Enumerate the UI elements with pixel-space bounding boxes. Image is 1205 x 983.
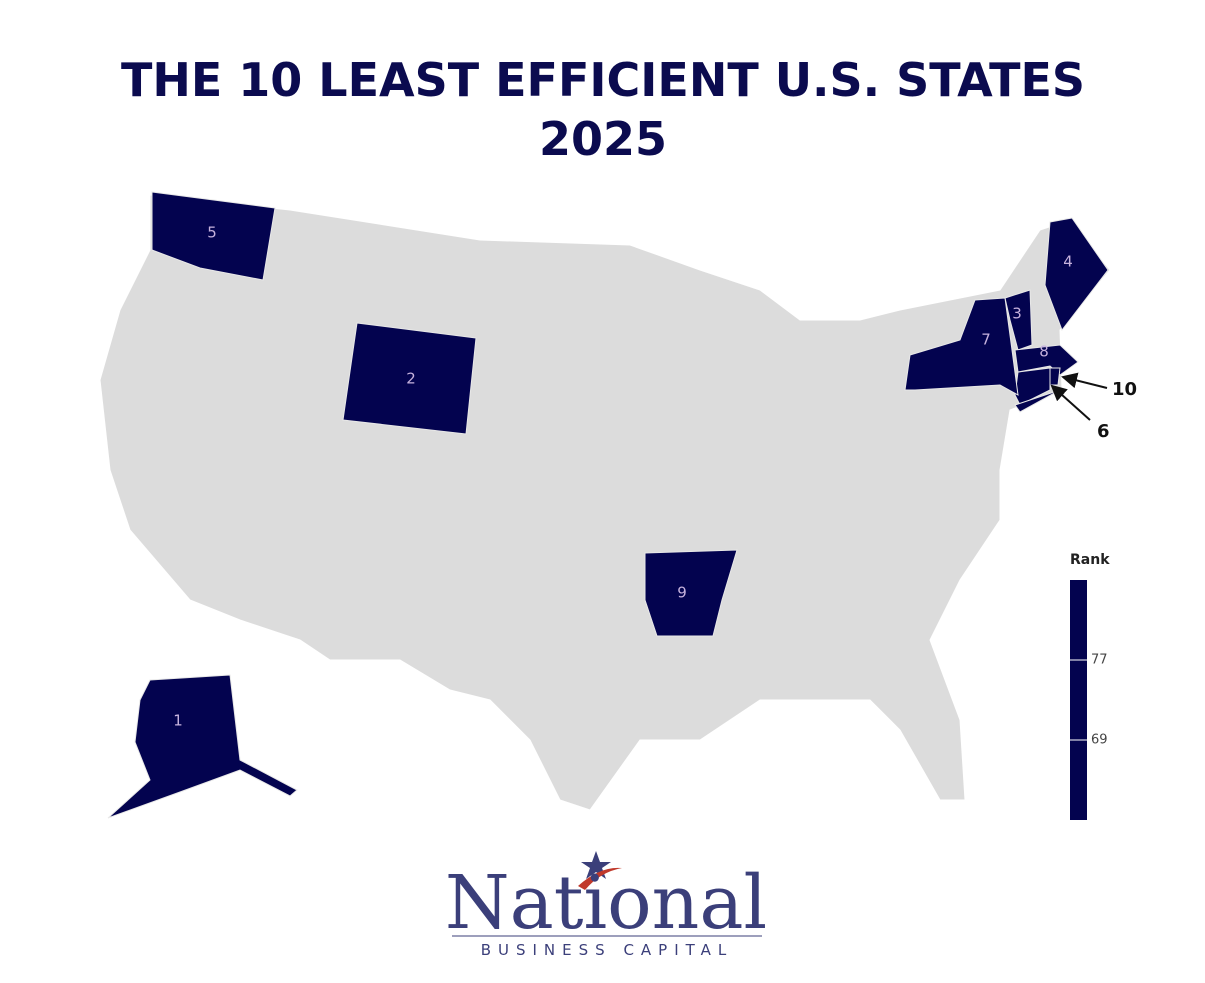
state-ak <box>107 674 298 819</box>
logo-swoosh <box>578 867 622 890</box>
state-ri <box>1049 367 1061 386</box>
logo-name: National <box>445 860 767 946</box>
title-line: 2025 <box>539 112 667 166</box>
callout-label: 10 <box>1112 379 1137 400</box>
state-ny-island <box>1014 389 1061 413</box>
rank-label: 9 <box>677 584 687 602</box>
legend-tick-label: 77 <box>1091 653 1108 668</box>
legend-bar <box>1070 580 1087 820</box>
state-ny <box>904 297 1019 396</box>
legend: 77 69 <box>1070 580 1108 820</box>
legend-tick-label: 69 <box>1091 733 1108 748</box>
rank-label: 3 <box>1012 305 1022 323</box>
state-me <box>1044 217 1109 332</box>
us-map <box>99 194 1111 811</box>
state-ma <box>1014 344 1079 376</box>
legend-title: Rank <box>1070 552 1110 568</box>
rank-label: 7 <box>981 331 991 349</box>
rank-label: 5 <box>207 224 217 242</box>
logo-star <box>581 851 611 879</box>
rank-label: 4 <box>1063 253 1073 271</box>
logo-tagline: BUSINESS CAPITAL <box>481 941 734 959</box>
rank-label: 8 <box>1039 343 1049 361</box>
state-wy <box>342 322 477 435</box>
state-vt <box>1004 289 1033 351</box>
callout-label: 6 <box>1097 421 1110 442</box>
callout-arrow <box>1061 372 1108 389</box>
callout-arrow <box>1050 384 1091 421</box>
rank-label: 2 <box>406 370 416 388</box>
state-ar <box>644 549 738 637</box>
rank-label: 1 <box>173 712 183 730</box>
title-line: THE 10 LEAST EFFICIENT U.S. STATES <box>121 53 1085 107</box>
state-wa <box>151 191 276 281</box>
logo: National BUSINESS CAPITAL <box>445 851 767 959</box>
